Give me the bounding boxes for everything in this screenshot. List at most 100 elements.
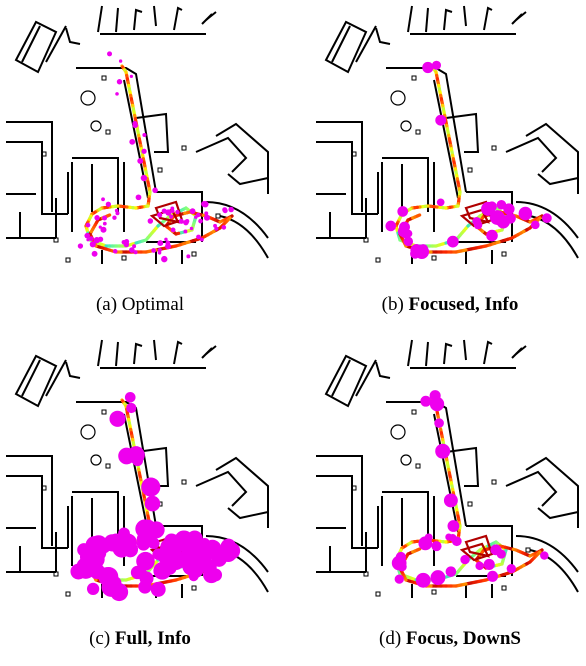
wall-segment xyxy=(425,341,429,367)
wall-segment xyxy=(505,470,558,507)
observation-marker xyxy=(84,232,90,239)
observation-marker xyxy=(144,495,161,512)
column-marker xyxy=(191,585,197,591)
wall-segment xyxy=(466,525,513,576)
wall-segment xyxy=(133,8,143,31)
wall-segment xyxy=(205,345,217,355)
wall-segment xyxy=(97,5,103,33)
observation-marker xyxy=(105,201,111,207)
wall-segment xyxy=(443,342,453,365)
observation-marker xyxy=(100,226,107,233)
wall-segment xyxy=(529,215,579,259)
wall-segment xyxy=(173,340,183,365)
wall-segment xyxy=(515,345,527,355)
wall-segment xyxy=(525,122,579,194)
wall-segment xyxy=(324,20,368,74)
observation-marker xyxy=(420,395,432,407)
wall-segment xyxy=(375,27,391,45)
wall-segment xyxy=(433,413,459,533)
observation-markers xyxy=(70,391,241,602)
observation-marker xyxy=(77,243,84,249)
observation-marker xyxy=(157,212,163,218)
wall-segment xyxy=(316,475,378,549)
observation-marker xyxy=(138,580,152,594)
column-marker xyxy=(351,485,357,491)
wall-segment xyxy=(463,339,467,361)
wall-segment xyxy=(153,5,157,27)
observation-marker xyxy=(199,237,204,242)
observation-markers xyxy=(77,51,234,263)
wall-segment xyxy=(205,201,269,239)
observation-marker xyxy=(88,236,94,242)
observation-marker xyxy=(188,571,199,582)
column-marker xyxy=(411,75,417,81)
caption: (b) Focused, Info xyxy=(316,294,584,316)
wall-segment xyxy=(65,361,81,379)
column-marker xyxy=(431,255,437,261)
observation-marker xyxy=(165,240,171,246)
wall-segment xyxy=(515,535,579,573)
map-plot xyxy=(316,5,579,264)
column-marker xyxy=(363,237,369,243)
wall-segment xyxy=(21,359,41,397)
pillar-circle xyxy=(80,90,96,106)
column-marker xyxy=(157,167,163,173)
observation-marker xyxy=(102,215,108,221)
pillar-circle xyxy=(90,120,102,132)
observation-marker xyxy=(133,250,138,255)
observation-marker xyxy=(137,158,144,164)
wall-segment xyxy=(407,339,413,367)
observation-marker xyxy=(186,254,191,259)
observation-marker xyxy=(163,548,183,568)
caption: (a) Optimal xyxy=(6,294,274,316)
wall-segment xyxy=(386,67,467,193)
column-marker xyxy=(41,485,47,491)
trajectory-segment xyxy=(105,213,112,218)
observation-marker xyxy=(198,218,203,224)
column-marker xyxy=(65,257,71,263)
wall-segment xyxy=(375,361,391,379)
column-marker xyxy=(121,255,127,261)
observation-marker xyxy=(418,536,433,551)
wall-segment xyxy=(443,8,453,31)
observation-marker xyxy=(89,241,96,248)
wall-segment xyxy=(14,20,58,74)
trajectory-cluster xyxy=(459,534,494,562)
wall-segment xyxy=(6,475,68,549)
observation-marker xyxy=(394,574,404,584)
caption: (d) Focus, DownS xyxy=(316,628,584,650)
observation-marker xyxy=(157,247,162,253)
wall-segment xyxy=(115,7,119,33)
wall-segment xyxy=(6,141,68,215)
observation-marker xyxy=(136,537,151,551)
wall-segment xyxy=(525,456,579,528)
wall-segment xyxy=(537,173,579,186)
observation-marker xyxy=(89,535,108,554)
wall-segment xyxy=(45,25,67,63)
column-marker xyxy=(181,145,187,151)
observation-marker xyxy=(486,229,498,242)
observation-marker xyxy=(434,418,444,428)
observation-marker xyxy=(395,551,406,563)
wall-segment xyxy=(227,173,269,186)
observation-marker xyxy=(483,558,495,570)
observation-marker xyxy=(404,237,413,247)
wall-segment xyxy=(133,342,143,365)
observation-marker xyxy=(487,570,499,582)
observation-marker xyxy=(94,215,100,221)
column-marker xyxy=(53,237,59,243)
observation-marker xyxy=(201,201,208,208)
observation-marker xyxy=(170,227,176,233)
pillar-circle xyxy=(80,424,96,440)
observation-marker xyxy=(91,250,98,257)
observation-marker xyxy=(435,114,447,126)
wall-segment xyxy=(65,27,81,45)
observation-marker xyxy=(222,542,241,560)
observation-marker xyxy=(447,520,460,532)
observation-marker xyxy=(124,391,136,403)
observation-marker xyxy=(189,208,196,214)
column-marker xyxy=(53,571,59,577)
observation-marker xyxy=(132,455,144,467)
wall-segment xyxy=(6,121,53,212)
observation-marker xyxy=(436,198,445,207)
